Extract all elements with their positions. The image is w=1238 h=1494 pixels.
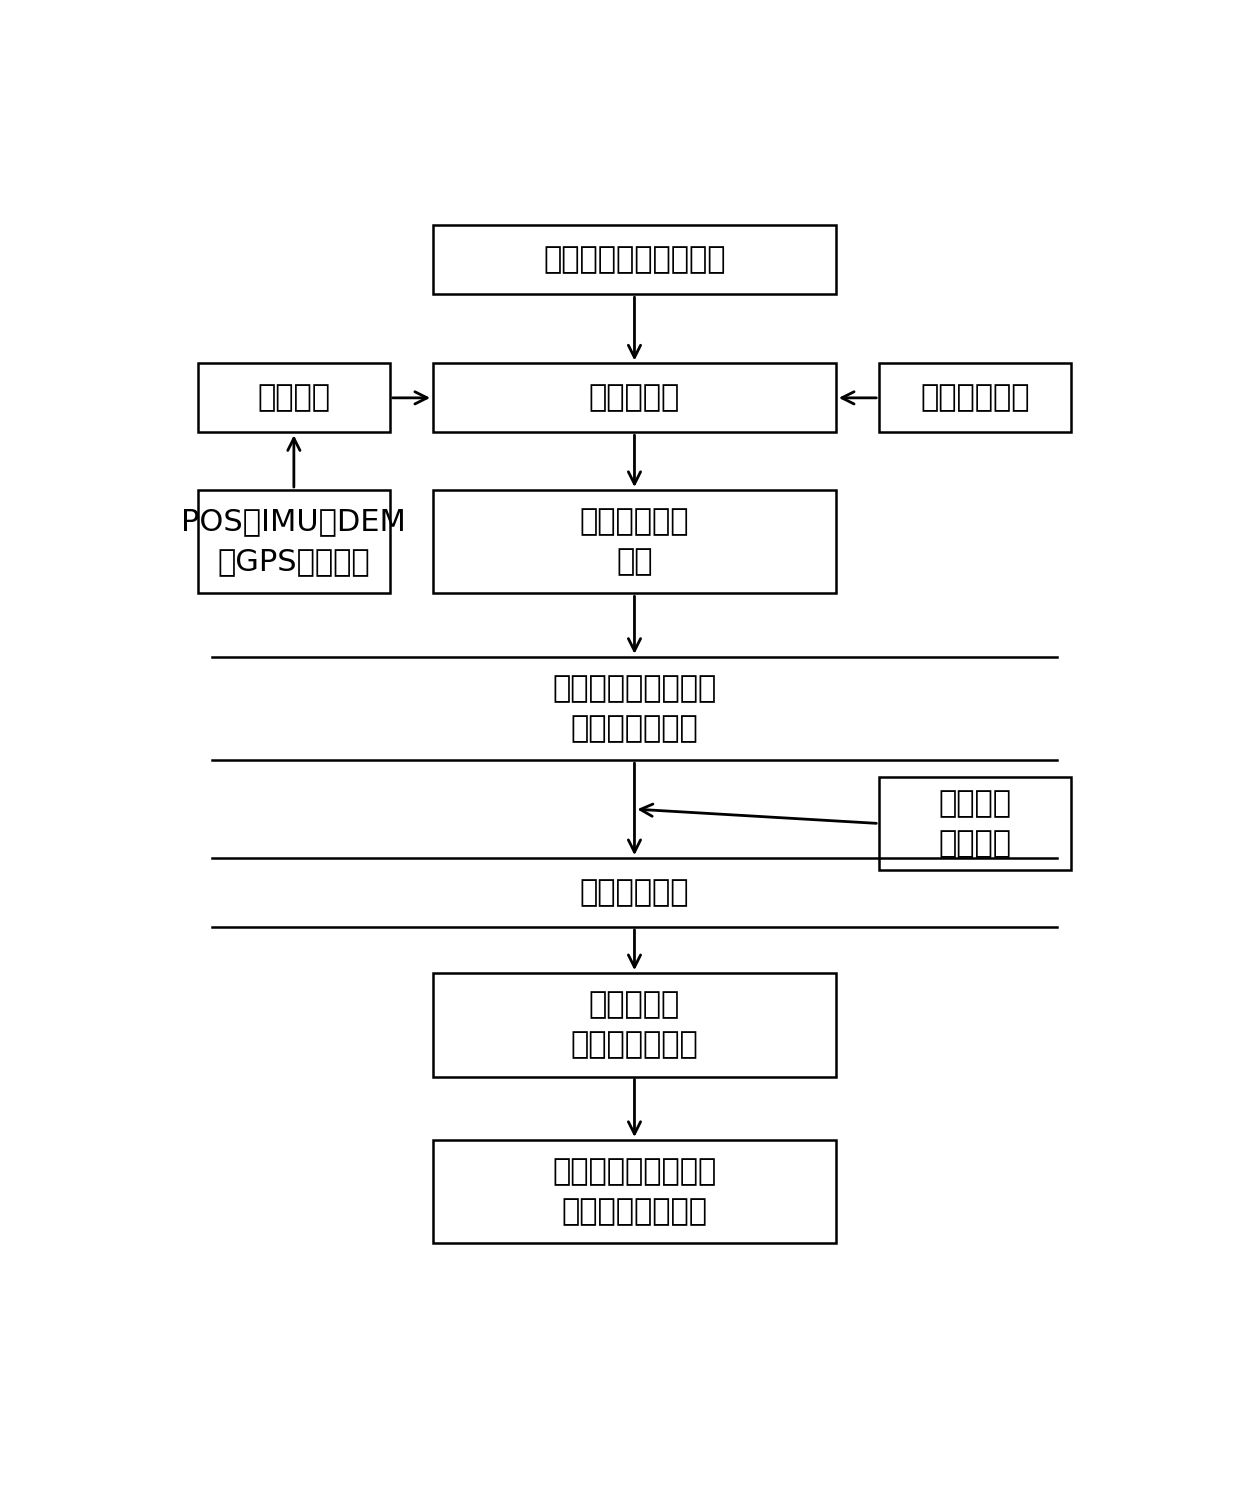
Text: 基于发射率特征精确
提取煤田火区范围: 基于发射率特征精确 提取煤田火区范围: [552, 1156, 717, 1227]
Bar: [198, 490, 390, 593]
Text: 发射率归一化方法初
步反演地表温度: 发射率归一化方法初 步反演地表温度: [552, 674, 717, 743]
Bar: [879, 777, 1071, 870]
Bar: [433, 973, 836, 1077]
Text: 获取高光谱热红外数据: 获取高光谱热红外数据: [543, 245, 725, 275]
Text: 地面同步
定标温度: 地面同步 定标温度: [938, 789, 1011, 858]
Text: 回归分析校正: 回归分析校正: [579, 878, 690, 907]
Text: POS、IMU、DEM
和GPS基站数据: POS、IMU、DEM 和GPS基站数据: [182, 506, 406, 577]
Text: 色阶匀色镶嵌: 色阶匀色镶嵌: [920, 384, 1030, 412]
Bar: [198, 363, 390, 432]
Text: 阈值化方法
提取热异常信息: 阈值化方法 提取热异常信息: [571, 991, 698, 1059]
Bar: [879, 363, 1071, 432]
Bar: [433, 1140, 836, 1243]
Bar: [433, 490, 836, 593]
Text: 煤火探测波段
选择: 煤火探测波段 选择: [579, 506, 690, 577]
Text: 几何校正: 几何校正: [258, 384, 331, 412]
Bar: [433, 226, 836, 294]
Text: 数据预处理: 数据预处理: [589, 384, 680, 412]
Bar: [433, 363, 836, 432]
